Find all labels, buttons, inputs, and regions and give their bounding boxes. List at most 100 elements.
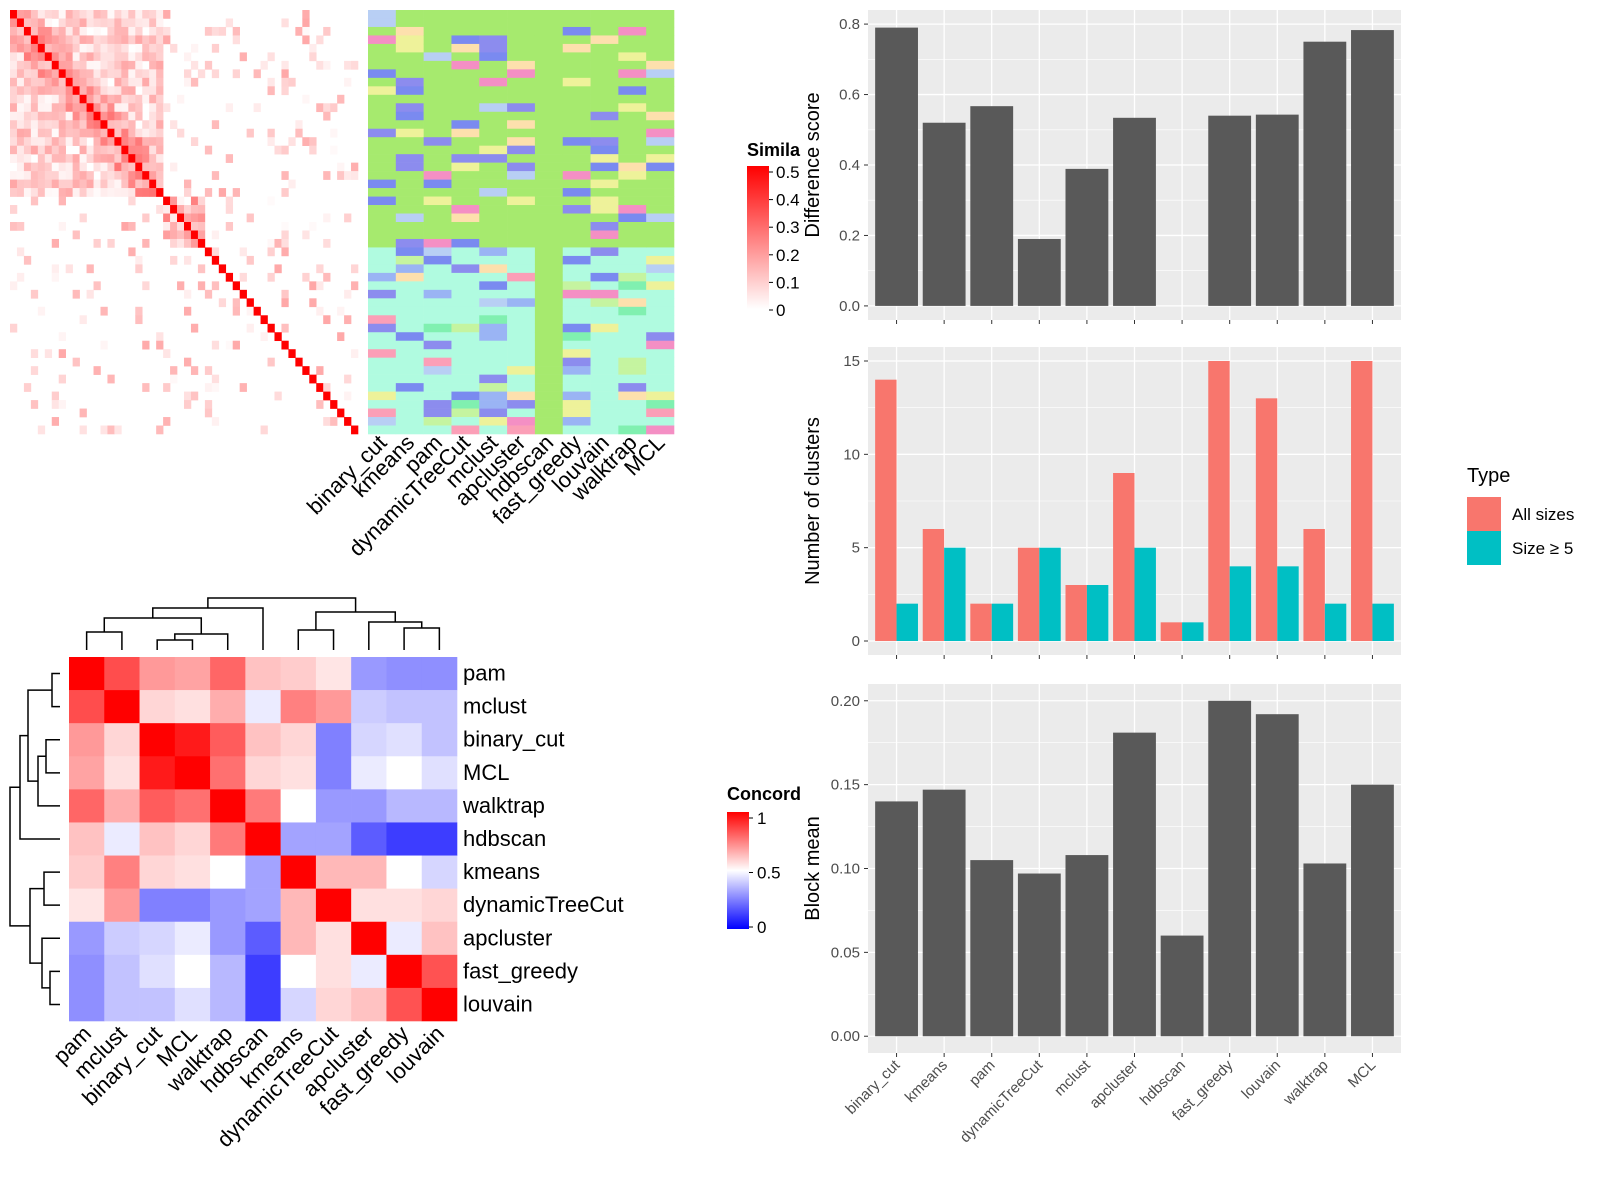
similarity-cell <box>156 120 164 130</box>
concordance-cell <box>174 789 211 823</box>
similarity-cell <box>37 77 46 87</box>
similarity-cell <box>225 205 234 214</box>
similarity-cell <box>114 103 122 113</box>
dendrogram-branch <box>49 970 60 1006</box>
similarity-cell <box>281 230 289 240</box>
cluster-cell <box>395 408 424 418</box>
similarity-cell <box>10 26 18 36</box>
dendrogram-branch <box>37 755 60 807</box>
x-tick-label: walktrap <box>1279 1057 1331 1109</box>
similarity-cell <box>156 26 164 36</box>
similarity-cell <box>93 26 101 36</box>
cluster-cell <box>534 374 564 384</box>
cluster-cell <box>618 10 647 19</box>
similarity-cell <box>100 86 108 96</box>
similarity-cell <box>30 69 39 79</box>
cluster-cell <box>590 281 619 291</box>
cluster-cell <box>368 171 397 180</box>
similarity-cell <box>190 366 199 375</box>
concordance-cell <box>174 987 211 1022</box>
similarity-cell <box>177 238 185 248</box>
cluster-cell <box>368 315 397 325</box>
cluster-cell <box>451 374 480 384</box>
cluster-cell <box>395 391 424 401</box>
similarity-cell <box>23 111 32 121</box>
cluster-cell <box>562 196 591 206</box>
cluster-cell <box>646 357 675 367</box>
cluster-cell <box>451 323 480 333</box>
similarity-cell <box>44 10 53 19</box>
similarity-cell <box>37 18 46 28</box>
cluster-cell <box>534 188 564 197</box>
cluster-cell <box>534 391 564 401</box>
similarity-cell <box>135 137 143 146</box>
similarity-cell <box>128 10 136 19</box>
cluster-cell <box>562 272 591 282</box>
similarity-cell <box>156 111 164 121</box>
cluster-cell <box>423 255 452 265</box>
similarity-cell <box>323 391 331 401</box>
similarity-cell <box>44 18 53 28</box>
similarity-cell <box>30 171 39 180</box>
concordance-cell <box>69 789 105 823</box>
cluster-cell <box>618 43 647 53</box>
similarity-cell <box>100 340 108 350</box>
cluster-cell <box>646 289 675 299</box>
cluster-cell <box>590 103 619 113</box>
cluster-cell <box>479 137 508 146</box>
similarity-cell <box>197 69 206 79</box>
concordance-cell <box>315 756 352 790</box>
cluster-cell <box>451 230 480 240</box>
cluster-cell <box>562 289 591 299</box>
concordance-cell <box>421 789 458 823</box>
cluster-cell <box>534 357 564 367</box>
similarity-cell <box>65 264 73 274</box>
cluster-cell <box>590 374 619 384</box>
similarity-cell <box>23 120 32 130</box>
cluster-cell <box>368 417 397 426</box>
cluster-cell <box>507 315 536 325</box>
cluster-cell <box>479 289 508 299</box>
bar <box>1208 700 1252 1037</box>
cluster-cell <box>368 408 397 418</box>
cluster-cell <box>590 272 619 282</box>
cluster-cell <box>534 69 564 79</box>
similarity-cell <box>44 77 53 87</box>
cluster-cell <box>562 60 591 70</box>
concordance-cell <box>245 888 281 923</box>
similarity-cell <box>10 69 18 79</box>
similarity-cell <box>323 417 331 426</box>
cluster-cell <box>618 26 647 36</box>
similarity-legend: Simila 0.50.40.30.20.10 <box>747 140 801 320</box>
cluster-cell <box>423 247 452 257</box>
cluster-cell <box>534 332 564 342</box>
similarity-cell <box>16 94 25 104</box>
similarity-cell <box>156 205 164 214</box>
similarity-cell <box>274 264 282 274</box>
cluster-cell <box>534 349 564 358</box>
similarity-cell <box>121 179 129 189</box>
dendrogram-branch <box>403 627 441 650</box>
concordance-cell <box>139 822 176 856</box>
similarity-cell <box>37 137 46 146</box>
cluster-cell <box>562 230 591 240</box>
similarity-cell <box>10 77 18 87</box>
similarity-cell <box>114 162 122 172</box>
similarity-cell <box>72 86 80 96</box>
cluster-cell <box>618 298 647 308</box>
cluster-cell <box>507 400 536 409</box>
cluster-cell <box>423 154 452 163</box>
similarity-cell <box>156 179 164 189</box>
similarity-cell <box>190 196 199 206</box>
similarity-cell <box>10 205 18 214</box>
similarity-cell <box>330 400 338 409</box>
similarity-cell <box>44 349 53 358</box>
cluster-cell <box>479 154 508 163</box>
similarity-cell <box>170 162 178 172</box>
cluster-cell <box>507 171 536 180</box>
cluster-cell <box>395 26 424 36</box>
similarity-cell <box>246 255 254 265</box>
cluster-cell <box>562 145 591 155</box>
similarity-cell <box>295 128 303 138</box>
concordance-cell <box>351 723 387 757</box>
